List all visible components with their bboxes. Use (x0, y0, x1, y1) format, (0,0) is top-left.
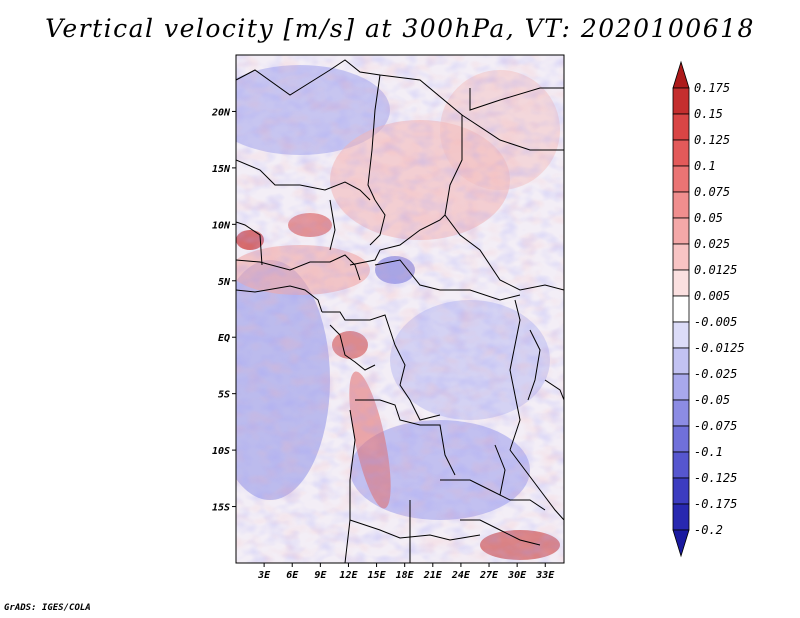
colorbar-segment (672, 451, 690, 479)
colorbar-segment (672, 347, 690, 375)
colorbar-label: -0.025 (694, 367, 737, 381)
colorbar-label: 0.0125 (694, 263, 737, 277)
lon-tick-label: 33E (535, 570, 555, 581)
lat-tick-label: EQ (218, 333, 230, 344)
lat-tick-label: 15N (212, 164, 231, 175)
plot-frame (235, 54, 565, 564)
lat-tick-label: 20N (211, 107, 231, 118)
colorbar-segment (672, 60, 690, 89)
lon-tick-label: 18E (396, 570, 415, 581)
colorbar-label: -0.175 (694, 497, 737, 511)
colorbar-label: 0.175 (694, 81, 730, 95)
colorbar-label: -0.075 (694, 419, 737, 433)
lat-tick-label: 10N (212, 220, 231, 231)
colorbar-segment (672, 321, 690, 349)
lon-tick-label: 27E (479, 570, 499, 581)
colorbar-label: 0.025 (694, 237, 730, 251)
colorbar-segment (672, 503, 690, 531)
lon-tick-label: 9E (314, 570, 327, 581)
colorbar-segment (672, 269, 690, 297)
lat-tick-label: 5N (218, 277, 231, 288)
lon-tick-label: 24E (451, 570, 471, 581)
lat-tick-label: 5S (218, 390, 230, 401)
lon-tick-label: 12E (339, 570, 358, 581)
colorbar-segment (672, 191, 690, 219)
colorbar-segment (672, 217, 690, 245)
colorbar-segment (672, 243, 690, 271)
colorbar-segment (672, 373, 690, 401)
colorbar-label: 0.075 (694, 185, 730, 199)
lon-tick-label: 30E (507, 570, 527, 581)
colorbar-segment (672, 425, 690, 453)
colorbar-segment (672, 87, 690, 115)
colorbar-label: -0.05 (694, 393, 730, 407)
lon-tick-label: 3E (257, 570, 271, 581)
colorbar-segment (672, 139, 690, 167)
colorbar-label: 0.15 (694, 107, 723, 121)
colorbar-segment (672, 113, 690, 141)
colorbar-segment (672, 165, 690, 193)
colorbar-label: -0.0125 (694, 341, 745, 355)
chart-title: Vertical velocity [m/s] at 300hPa, VT: 2… (45, 14, 755, 43)
lon-tick-label: 15E (368, 570, 387, 581)
latitude-axis: 20N 15N 10N 5N EQ 5S 10S 15S (211, 107, 236, 514)
colorbar-label: 0.125 (694, 133, 730, 147)
lat-tick-label: 15S (212, 503, 230, 514)
lon-tick-label: 6E (286, 570, 299, 581)
colorbar-label: -0.2 (694, 523, 723, 537)
velocity-field (236, 55, 564, 563)
colorbar-segment (672, 477, 690, 505)
lon-tick-label: 21E (423, 570, 443, 581)
colorbar-segment (672, 399, 690, 427)
colorbar-label: -0.1 (694, 445, 723, 459)
colorbar-label: 0.005 (694, 289, 730, 303)
colorbar: 0.175 0.15 0.125 0.1 0.075 0.05 0.025 0.0125 0.0… (672, 60, 745, 558)
lat-tick-label: 10S (212, 446, 230, 457)
country-borders (236, 59, 564, 563)
colorbar-label: -0.005 (694, 315, 737, 329)
grads-credit: GrADS: IGES/COLA (4, 603, 91, 613)
colorbar-label: 0.05 (694, 211, 723, 225)
longitude-axis: 3E 6E 9E 12E 15E 18E 21E 24E 27E 30E 33E (257, 563, 555, 581)
colorbar-label: 0.1 (694, 159, 716, 173)
colorbar-segment (672, 529, 690, 558)
colorbar-segment (672, 295, 690, 323)
colorbar-label: -0.125 (694, 471, 737, 485)
